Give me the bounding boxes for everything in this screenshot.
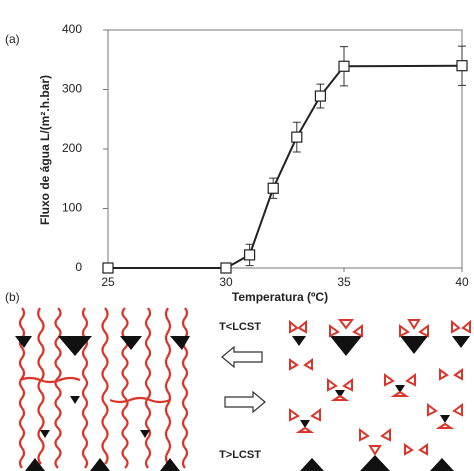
scheme-label: T<LCST: [219, 321, 261, 333]
x-tick-label: 40: [455, 275, 469, 289]
data-point: [267, 182, 279, 194]
y-tick-label: 300: [62, 82, 82, 96]
data-point: [244, 249, 256, 261]
y-tick-label: 0: [75, 260, 82, 274]
data-point: [456, 60, 468, 72]
panel-label: (b): [5, 290, 20, 304]
data-point: [314, 90, 326, 102]
data-point: [291, 131, 303, 143]
data-point: [102, 262, 114, 274]
data-point: [338, 60, 350, 72]
x-axis-title: Temperatura (ºC): [232, 290, 328, 304]
panel-label: (a): [5, 32, 20, 46]
arrows: [221, 345, 266, 414]
x-tick-label: 35: [337, 275, 351, 289]
y-tick-label: 400: [62, 22, 82, 36]
scheme-label: T>LCST: [219, 449, 261, 461]
y-axis-title: Fluxo de água L/(m².h.bar): [38, 75, 52, 225]
data-line: [108, 64, 463, 269]
x-tick-label: 25: [101, 275, 115, 289]
x-tick-label: 30: [219, 275, 233, 289]
scheme-right: [289, 319, 471, 471]
y-tick-label: 100: [62, 201, 82, 215]
scheme-left: [15, 307, 190, 471]
data-point: [220, 262, 232, 274]
y-tick-label: 200: [62, 141, 82, 155]
